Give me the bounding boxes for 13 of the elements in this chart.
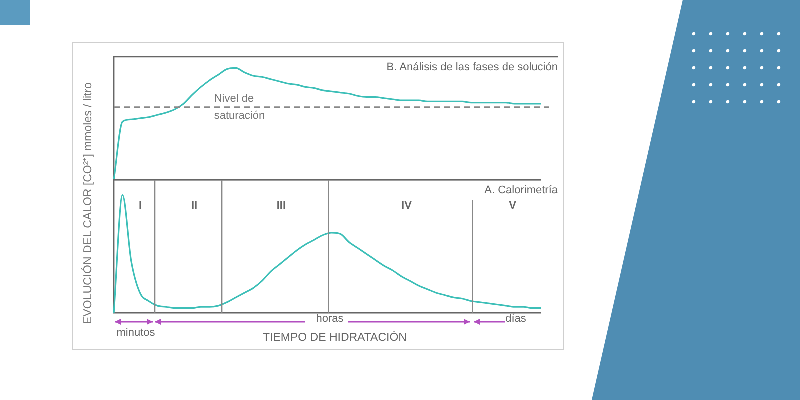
annotation: V [509, 200, 518, 212]
y-axis-title: EVOLUCIÓN DEL CALOR [CO²⁺] mmoles / litro [80, 82, 94, 326]
x-axis-title: TIEMPO DE HIDRATACIÓN [262, 332, 408, 344]
ref-line-label: Nivel de saturación [214, 92, 266, 122]
annotation: III [276, 200, 286, 212]
annotation: IV [402, 200, 413, 212]
annotation: horas [315, 313, 345, 325]
annotation: días [504, 313, 528, 325]
annotation: I [138, 200, 142, 212]
annotation: B. Análisis de las fases de solución [386, 62, 558, 74]
text: minutos [116, 327, 156, 339]
annotation: II [191, 200, 198, 212]
annotation: A. Calorimetría [484, 184, 559, 197]
